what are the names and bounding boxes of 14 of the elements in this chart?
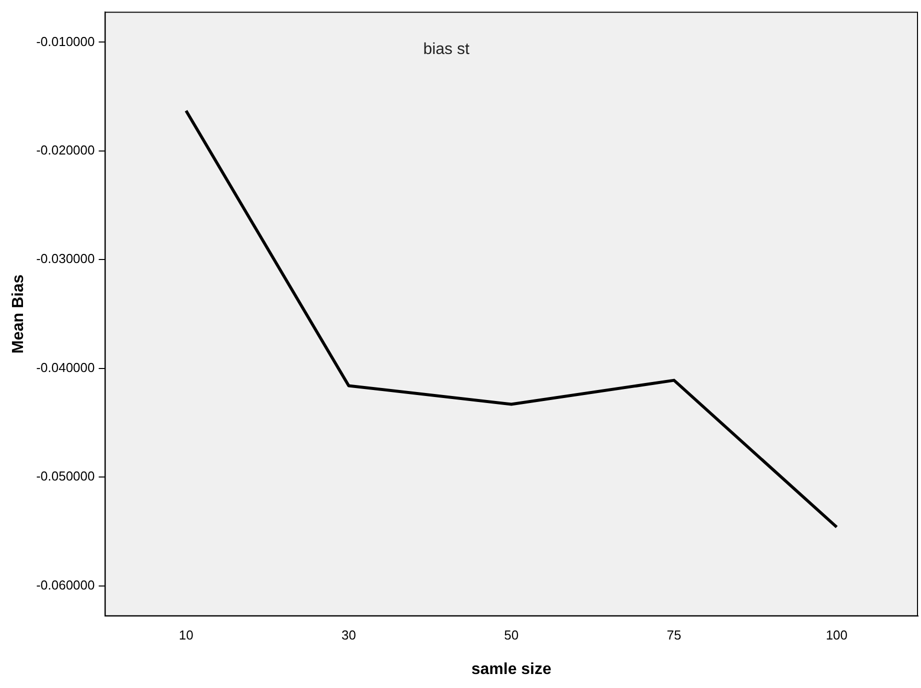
- x-tick-label: 10: [178, 628, 194, 643]
- y-tick-label: -0.010000: [36, 34, 95, 49]
- x-axis-title: samle size: [471, 660, 552, 678]
- x-tick-label: 75: [666, 628, 682, 643]
- y-tick-label: -0.060000: [36, 577, 95, 592]
- y-tick-label: -0.030000: [36, 251, 95, 266]
- x-tick-label: 30: [341, 628, 356, 643]
- y-tick-label: -0.050000: [36, 468, 95, 484]
- x-tick-label: 100: [826, 628, 848, 643]
- y-tick-label: -0.040000: [36, 360, 95, 375]
- y-axis-title: Mean Bias: [10, 274, 28, 354]
- x-tick-label: 50: [504, 628, 519, 643]
- y-tick-label: -0.020000: [36, 142, 95, 158]
- annotation: bias st: [423, 41, 470, 58]
